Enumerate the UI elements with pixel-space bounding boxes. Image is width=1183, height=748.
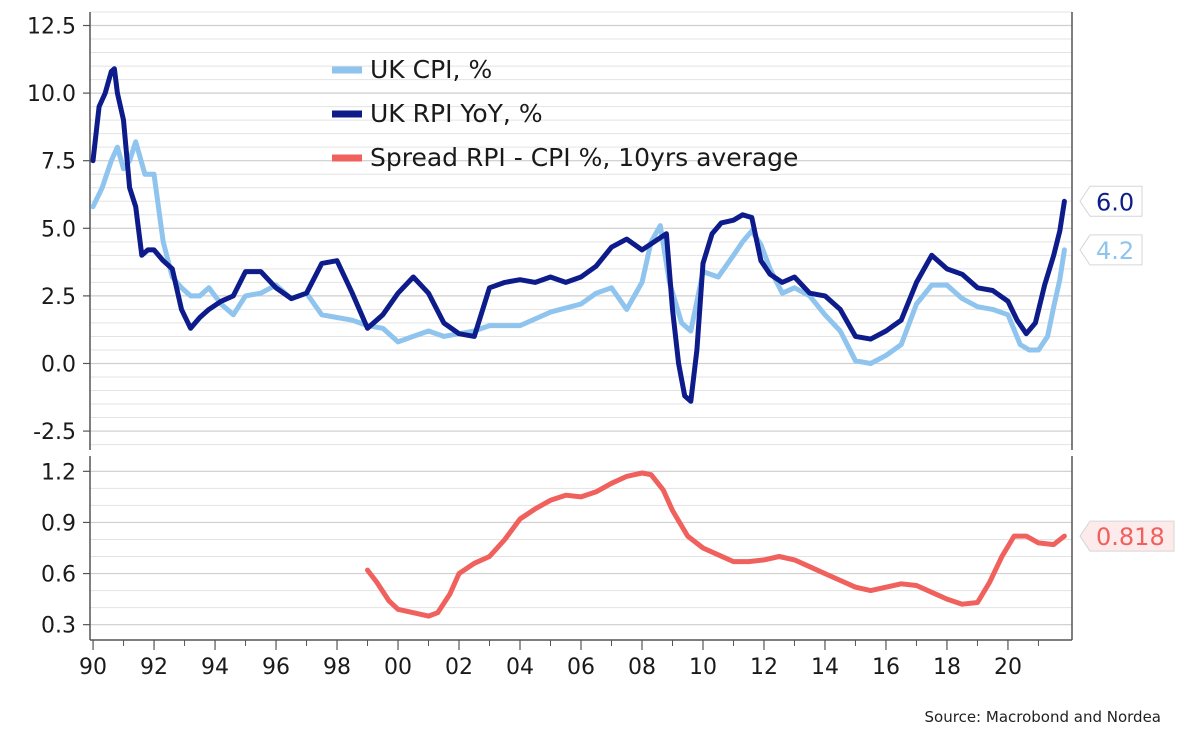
end-label-box bbox=[1079, 520, 1175, 552]
y-tick-label: -2.5 bbox=[33, 420, 76, 445]
series-line bbox=[90, 66, 1067, 404]
legend-entry: UK RPI YoY, % bbox=[370, 99, 543, 128]
y-tick-label: 5.0 bbox=[41, 217, 76, 242]
x-tick-label: 90 bbox=[79, 655, 107, 680]
end-label-box bbox=[1079, 234, 1143, 266]
series-line bbox=[365, 470, 1067, 619]
y-tick-label: 2.5 bbox=[41, 285, 76, 310]
x-tick-label: 94 bbox=[201, 655, 229, 680]
x-tick-label: 96 bbox=[262, 655, 290, 680]
x-tick-label: 92 bbox=[140, 655, 168, 680]
y-tick-label: 0.6 bbox=[41, 563, 76, 588]
source-note: Source: Macrobond and Nordea bbox=[924, 708, 1161, 726]
x-tick-label: 04 bbox=[506, 655, 534, 680]
x-tick-label: 00 bbox=[384, 655, 412, 680]
x-tick-label: 20 bbox=[994, 655, 1022, 680]
y-tick-label: 0.3 bbox=[41, 614, 76, 639]
legend: UK CPI, % UK RPI YoY, % Spread RPI - CPI %… bbox=[332, 55, 798, 172]
x-tick-label: 18 bbox=[933, 655, 961, 680]
y-tick-label: 10.0 bbox=[27, 82, 76, 107]
x-tick-label: 08 bbox=[628, 655, 656, 680]
y-tick-label: 1.2 bbox=[41, 460, 76, 485]
y-tick-label: 7.5 bbox=[41, 150, 76, 175]
end-label: 0.818 bbox=[1096, 523, 1165, 551]
x-axis: 90 92 94 96 98 00 02 04 06 08 10 12 14 16 18 20 bbox=[79, 639, 1072, 680]
y-tick-label: 12.5 bbox=[27, 15, 76, 40]
legend-entry: Spread RPI - CPI %, 10yrs average bbox=[370, 143, 798, 172]
end-label-box bbox=[1079, 185, 1143, 217]
x-tick-label: 12 bbox=[750, 655, 778, 680]
x-tick-label: 06 bbox=[567, 655, 595, 680]
x-tick-label: 14 bbox=[811, 655, 839, 680]
x-tick-label: 02 bbox=[445, 655, 473, 680]
x-tick-label: 10 bbox=[689, 655, 717, 680]
end-label: 4.2 bbox=[1096, 237, 1134, 265]
y-tick-label: 0.0 bbox=[41, 352, 76, 377]
x-tick-label: 98 bbox=[323, 655, 351, 680]
series-line bbox=[90, 139, 1067, 366]
x-tick-label: 16 bbox=[872, 655, 900, 680]
end-label: 6.0 bbox=[1096, 188, 1134, 216]
y-tick-label: 0.9 bbox=[41, 511, 76, 536]
spread-panel: 1.2 0.9 0.6 0.3 0.818 bbox=[41, 456, 1175, 640]
cpi-rpi-panel: 12.5 10.0 7.5 5.0 2.5 0.0 -2.5 6.0 4.2 bbox=[27, 11, 1143, 450]
legend-entry: UK CPI, % bbox=[370, 55, 492, 84]
